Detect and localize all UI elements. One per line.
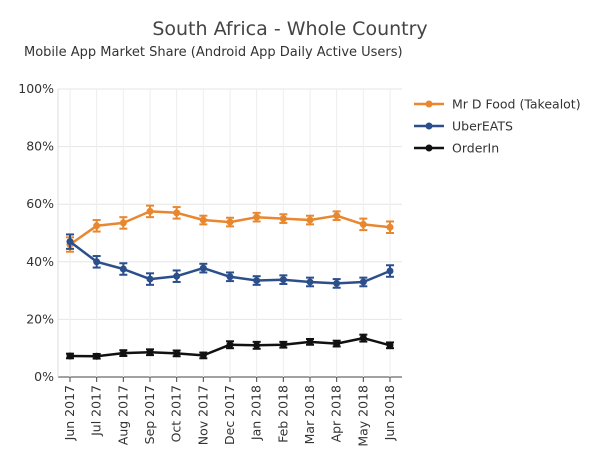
legend-item: OrderIn: [414, 141, 499, 156]
data-point: [279, 276, 287, 284]
x-tick-label: Dec 2017: [222, 385, 237, 445]
data-point: [359, 220, 367, 228]
data-point: [253, 213, 261, 221]
x-tick-label: Jul 2017: [89, 385, 104, 437]
data-point: [66, 238, 74, 246]
legend-label: Mr D Food (Takealot): [452, 97, 581, 112]
data-point: [333, 212, 341, 220]
x-tick-label: Nov 2017: [195, 385, 210, 445]
data-point: [199, 264, 207, 272]
data-point: [253, 341, 261, 349]
data-point: [119, 219, 127, 227]
data-point: [226, 341, 234, 349]
data-point: [386, 267, 394, 275]
data-point: [306, 216, 314, 224]
x-tick-label: Jun 2017: [62, 385, 77, 441]
data-point: [93, 352, 101, 360]
x-tick-label: May 2018: [355, 385, 370, 447]
x-tick-label: Aug 2017: [115, 385, 130, 445]
legend-label: OrderIn: [452, 141, 499, 156]
legend-swatch-marker: [425, 122, 433, 130]
data-point: [359, 334, 367, 342]
y-tick-label: 40%: [26, 254, 54, 269]
data-point: [226, 218, 234, 226]
legend-swatch-marker: [425, 100, 433, 108]
y-tick-label: 100%: [18, 81, 54, 96]
data-point: [199, 216, 207, 224]
y-tick-label: 20%: [26, 311, 54, 326]
data-point: [253, 277, 261, 285]
chart-title: South Africa - Whole Country: [152, 18, 427, 40]
legend-swatch-marker: [425, 144, 433, 152]
data-point: [93, 222, 101, 230]
data-point: [279, 341, 287, 349]
legend-label: UberEATS: [452, 119, 513, 134]
series-1: [66, 233, 394, 289]
data-point: [119, 265, 127, 273]
data-point: [146, 207, 154, 215]
x-tick-label: Feb 2018: [275, 385, 290, 443]
x-tick-label: Apr 2018: [329, 385, 344, 442]
axes: 0% 20% 40% 60% 80% 100% Jun 2017 Jul 2017 Aug 20…: [18, 81, 397, 447]
y-tick-label: 60%: [26, 196, 54, 211]
data-point: [279, 215, 287, 223]
series-2: [66, 333, 394, 360]
data-point: [173, 349, 181, 357]
chart-subtitle: Mobile App Market Share (Android App Dai…: [24, 45, 403, 60]
x-tick-label: Mar 2018: [302, 385, 317, 444]
data-point: [93, 258, 101, 266]
data-point: [306, 338, 314, 346]
legend: Mr D Food (Takealot) UberEATS OrderIn: [414, 97, 581, 156]
legend-item: UberEATS: [414, 119, 513, 134]
data-point: [173, 209, 181, 217]
data-point: [226, 273, 234, 281]
x-tick-label: Jun 2018: [382, 385, 397, 441]
x-tick-label: Jan 2018: [249, 385, 264, 441]
series-layer: [66, 204, 394, 360]
data-point: [66, 352, 74, 360]
y-tick-label: 0%: [34, 369, 54, 384]
y-tick-label: 80%: [26, 139, 54, 154]
x-tick-label: Sep 2017: [142, 385, 157, 444]
data-point: [359, 278, 367, 286]
grid: [58, 88, 402, 378]
data-point: [173, 272, 181, 280]
data-point: [386, 223, 394, 231]
data-point: [386, 341, 394, 349]
data-point: [146, 275, 154, 283]
data-point: [119, 349, 127, 357]
data-point: [199, 351, 207, 359]
x-tick-label: Oct 2017: [169, 385, 184, 442]
data-point: [333, 340, 341, 348]
legend-item: Mr D Food (Takealot): [414, 97, 581, 112]
data-point: [333, 279, 341, 287]
data-point: [146, 348, 154, 356]
data-point: [306, 278, 314, 286]
